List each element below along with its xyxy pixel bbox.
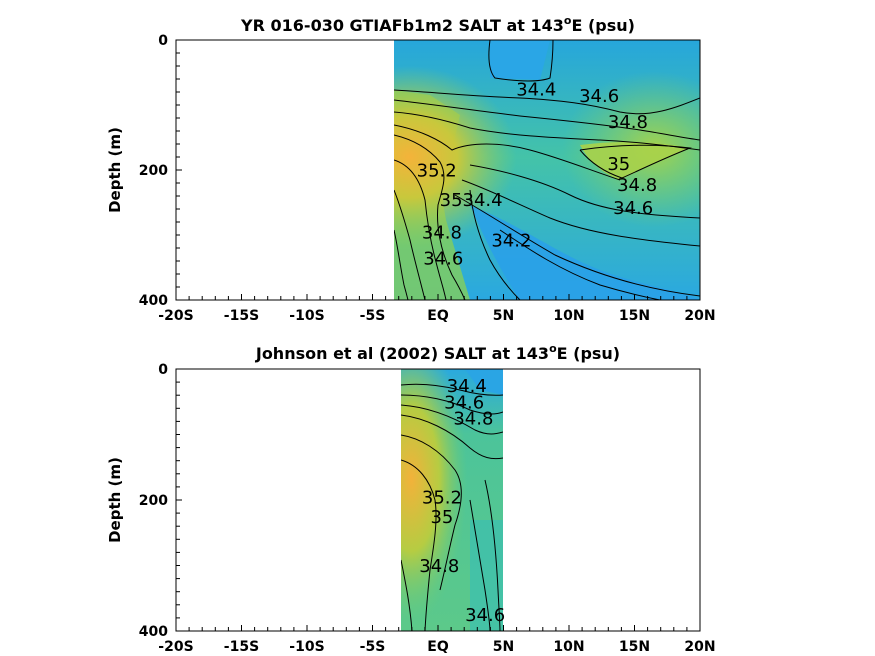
x-ticks: -20S -15S -10S -5S EQ 5N 10N 15N 20N 0 200 400: [139, 33, 716, 324]
contour-label: 35.2: [422, 487, 462, 508]
contour-label: 34.6: [613, 198, 653, 219]
x-tick-label: 5N: [493, 308, 514, 324]
y-tick-label: 200: [139, 163, 168, 179]
contour-label: 34.6: [579, 86, 619, 107]
y-tick-label: 400: [139, 624, 168, 640]
x-tick-label: EQ: [427, 308, 449, 324]
contour-label: 34.8: [617, 175, 657, 196]
x-tick-label: 5N: [493, 639, 514, 655]
contour-label: 34.8: [419, 556, 459, 577]
panel-model: YR 016-030 GTIAFb1m2 SALT at 143oE (psu): [106, 14, 716, 324]
x-tick-label: 15N: [619, 639, 650, 655]
chart-title: Johnson et al (2002) SALT at 143oE (psu): [255, 342, 620, 363]
x-tick-label: -15S: [224, 308, 259, 324]
contour-label: 34.4: [463, 190, 503, 211]
x-tick-label: -5S: [360, 308, 386, 324]
salinity-field: [401, 369, 503, 631]
y-axis-label: Depth (m): [106, 457, 124, 543]
contour-label: 34.4: [447, 376, 487, 397]
contour-label: 34.6: [444, 392, 484, 413]
chart-title: YR 016-030 GTIAFb1m2 SALT at 143oE (psu): [240, 14, 635, 35]
x-tick-label: -20S: [158, 308, 193, 324]
y-tick-label: 400: [139, 293, 168, 309]
contour-lines: [394, 40, 700, 300]
x-tick-label: -5S: [360, 639, 386, 655]
contour-label: 34.8: [608, 112, 648, 133]
x-tick-label: -20S: [158, 639, 193, 655]
contour-label: 34.2: [491, 231, 531, 252]
panel-observed: Johnson et al (2002) SALT at 143oE (psu)…: [106, 342, 716, 655]
x-tick-label: -10S: [289, 639, 324, 655]
x-tick-label: -15S: [224, 639, 259, 655]
y-tick-label: 0: [158, 33, 168, 49]
y-axis-label: Depth (m): [106, 127, 124, 213]
contour-label: 34.4: [516, 79, 556, 100]
x-tick-label: -10S: [289, 308, 324, 324]
y-tick-label: 0: [158, 362, 168, 378]
contour-label: 35.2: [417, 161, 457, 182]
salinity-field: [394, 40, 700, 300]
contour-label: 35: [430, 507, 453, 528]
contour-label: 34.6: [465, 605, 505, 626]
x-tick-label: 20N: [684, 308, 715, 324]
x-tick-label: 15N: [619, 308, 650, 324]
x-tick-label: 10N: [553, 308, 584, 324]
y-tick-label: 200: [139, 493, 168, 509]
x-tick-label: EQ: [427, 639, 449, 655]
contour-lines: [401, 383, 503, 631]
x-tick-label: 10N: [553, 639, 584, 655]
contour-label: 34.6: [423, 248, 463, 269]
contour-label: 34.8: [453, 409, 493, 430]
contour-label: 35: [440, 190, 463, 211]
contour-label: 35: [607, 154, 630, 175]
contour-label: 34.8: [422, 222, 462, 243]
x-ticks: -20S -15S -10S -5S EQ 5N 10N 15N 20N 0 200 400: [139, 362, 716, 655]
x-tick-label: 20N: [684, 639, 715, 655]
